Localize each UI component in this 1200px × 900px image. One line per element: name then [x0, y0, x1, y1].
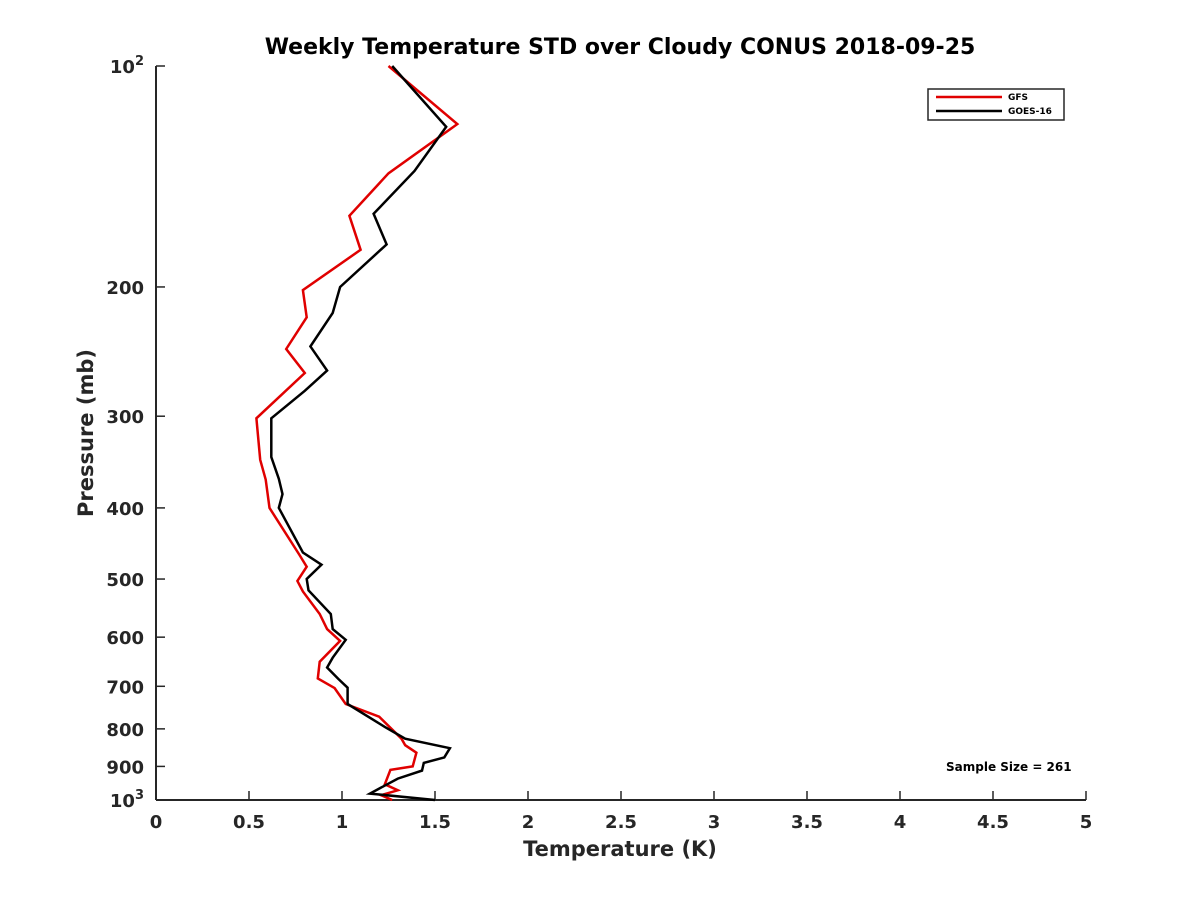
x-tick-label: 0: [150, 812, 163, 833]
x-tick-label: 2: [522, 812, 535, 833]
y-tick-label-base: 700: [106, 677, 144, 698]
y-tick-label-base: 10: [110, 791, 135, 812]
y-tick-label-exponent: 3: [135, 788, 144, 803]
series-line-gfs: [255, 65, 460, 802]
y-tick-label: 103: [110, 788, 144, 812]
series-lines: [255, 65, 460, 802]
x-tick-label: 1.5: [419, 812, 451, 833]
y-tick-label-base: 300: [106, 407, 144, 428]
x-tick-label: 4: [894, 812, 907, 833]
x-tick-label: 1: [336, 812, 349, 833]
x-axis-ticks: 0 0.5 1 1.5 2 2.5 3 3.5 4 4.5 5: [150, 791, 1093, 833]
y-tick-label: 900: [106, 757, 144, 778]
x-tick-label: 0.5: [233, 812, 265, 833]
y-tick-label: 300: [106, 407, 144, 428]
legend-label-gfs: GFS: [1008, 93, 1028, 103]
series-line-goes-16: [270, 65, 452, 802]
x-tick-label: 3: [708, 812, 721, 833]
y-tick-label-base: 900: [106, 757, 144, 778]
chart-title: Weekly Temperature STD over Cloudy CONUS…: [265, 35, 976, 60]
y-tick-label-base: 600: [106, 628, 144, 649]
y-tick-label: 600: [106, 628, 144, 649]
x-tick-label: 2.5: [605, 812, 637, 833]
y-tick-label-base: 400: [106, 499, 144, 520]
y-tick-label-base: 10: [110, 57, 135, 78]
x-tick-label: 5: [1080, 812, 1093, 833]
y-tick-label: 700: [106, 677, 144, 698]
y-tick-label: 800: [106, 720, 144, 741]
y-tick-label-exponent: 2: [135, 54, 144, 69]
y-tick-label-base: 500: [106, 570, 144, 591]
y-tick-label: 200: [106, 278, 144, 299]
y-tick-label: 102: [110, 54, 144, 78]
legend-label-goes-16: GOES-16: [1008, 107, 1052, 117]
y-tick-label-base: 800: [106, 720, 144, 741]
sample-size-annotation: Sample Size = 261: [946, 760, 1072, 774]
legend-box: [927, 88, 1065, 121]
x-tick-label: 4.5: [977, 812, 1009, 833]
x-tick-label: 3.5: [791, 812, 823, 833]
y-tick-label: 400: [106, 499, 144, 520]
legend: GFS GOES-16: [927, 88, 1065, 121]
y-tick-label-base: 200: [106, 278, 144, 299]
x-axis-title: Temperature (K): [523, 837, 717, 861]
y-axis-title: Pressure (mb): [74, 349, 98, 517]
y-tick-label: 500: [106, 570, 144, 591]
